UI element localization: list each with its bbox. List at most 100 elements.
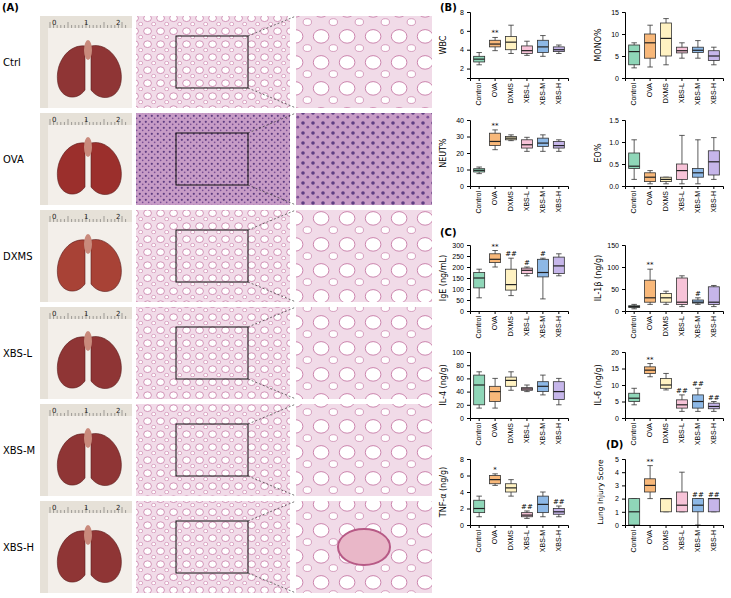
ruler-tick [100, 510, 101, 513]
ruler-tick [100, 219, 101, 222]
y-tick: 0 [460, 308, 470, 315]
x-tick-mark [511, 418, 512, 421]
median [553, 265, 564, 266]
x-tick-label: DXMS [507, 191, 514, 212]
median [490, 43, 501, 44]
box [676, 278, 687, 304]
box [474, 56, 485, 62]
x-tick-mark [495, 418, 496, 421]
y-axis: 050100150 [607, 242, 625, 315]
ruler-label: 1 [84, 213, 88, 221]
median [474, 170, 485, 171]
y-tick-label: 3 [615, 482, 619, 489]
x-tick-label: Control [475, 191, 482, 214]
y-axis-line [467, 353, 471, 419]
median [708, 55, 719, 56]
whisker-cap [663, 291, 669, 292]
x-tick-label: XBS-M [539, 191, 546, 213]
median [676, 404, 687, 405]
x-tick-label: OVA [491, 423, 498, 438]
significance: ## [676, 387, 688, 395]
significance: * [493, 466, 497, 474]
median [645, 177, 656, 178]
whisker-cap [508, 53, 514, 54]
x-tick: XBS-M [539, 311, 546, 338]
median [708, 161, 719, 162]
row-label: XBS-L [3, 348, 32, 359]
whisker-cap [663, 64, 669, 65]
whisker-cap [631, 67, 637, 68]
box [661, 177, 672, 181]
x-tick-mark [479, 186, 480, 189]
x-axis: ControlOVADXMSXBS-LXBS-MXBS-H [471, 78, 569, 106]
x-axis: ControlOVADXMSXBS-LXBS-MXBS-H [471, 186, 569, 214]
zoom-leader [248, 185, 296, 205]
box [692, 499, 703, 512]
ruler-tick [50, 216, 51, 222]
ruler-tick [104, 216, 105, 222]
significance: ** [647, 356, 655, 364]
x-tick-mark [697, 525, 698, 528]
y-axis: 050100150200250300 [452, 242, 470, 315]
y-tick: 60 [456, 375, 470, 382]
x-tick-mark [495, 525, 496, 528]
ruler-tick [89, 25, 90, 28]
y-tick-label: 1 [615, 509, 619, 516]
whisker-cap [647, 304, 653, 305]
significance: ** [492, 29, 500, 37]
whisker-cap [556, 53, 562, 54]
panel-a: Ctrl012OVA012DXMS012XBS-L012XBS-M012XBS-… [3, 16, 432, 593]
x-tick-label: XBS-H [555, 191, 562, 212]
box [553, 382, 564, 400]
x-axis: ControlOVADXMSXBS-LXBS-MXBS-H [626, 418, 724, 446]
box [521, 46, 532, 54]
ruler-label: 1 [84, 116, 88, 124]
row-label: XBS-M [3, 445, 35, 456]
y-tick: 0.5 [609, 161, 625, 168]
median [474, 384, 485, 385]
x-tick: Control [630, 186, 637, 214]
x-tick: OVA [646, 418, 653, 437]
y-tick: 10 [611, 31, 625, 38]
y-tick: 6 [460, 28, 470, 35]
lung [57, 428, 121, 486]
whisker-cap [476, 269, 482, 270]
box [692, 168, 703, 177]
whisker-cap [556, 275, 562, 276]
whisker-cap [476, 496, 482, 497]
box-chart: 05101520ControlOVADXMSXBS-LXBS-MXBS-HIL-… [594, 349, 724, 446]
x-tick-mark [666, 418, 667, 421]
whisker-cap [476, 52, 482, 53]
y-tick: 4 [460, 489, 470, 496]
y-tick: 1.5 [609, 117, 625, 124]
whisker-cap [631, 139, 637, 140]
ruler-tick [93, 25, 94, 28]
y-tick-mark [467, 311, 470, 312]
x-tick-mark [558, 525, 559, 528]
y-axis: 012345 [615, 456, 625, 529]
y-tick: 4 [615, 469, 625, 476]
x-tick-mark [558, 78, 559, 81]
ruler-tick [78, 316, 79, 319]
x-tick-label: Control [630, 530, 637, 553]
y-tick: 2 [460, 505, 470, 512]
ruler-tick [75, 316, 76, 319]
inset-box [176, 521, 248, 573]
y-axis-title: Lung Injury Score [596, 459, 605, 525]
x-tick-mark [558, 186, 559, 189]
whisker-cap [508, 295, 514, 296]
ruler-tick [125, 25, 126, 28]
lung [57, 137, 121, 195]
x-tick-label: OVA [491, 316, 498, 331]
median [661, 179, 672, 180]
ruler-tick [71, 316, 72, 319]
ruler-tick [71, 219, 72, 222]
median [490, 259, 501, 260]
median [537, 504, 548, 505]
y-tick: 10 [611, 382, 625, 389]
whisker-cap [647, 170, 653, 171]
ruler-tick [111, 413, 112, 416]
x-axis-line [626, 419, 724, 422]
ruler-tick [125, 413, 126, 416]
lung [57, 331, 121, 389]
